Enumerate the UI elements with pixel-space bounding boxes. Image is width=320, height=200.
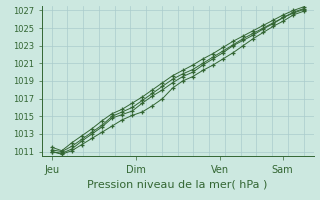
X-axis label: Pression niveau de la mer( hPa ): Pression niveau de la mer( hPa ) [87, 179, 268, 189]
